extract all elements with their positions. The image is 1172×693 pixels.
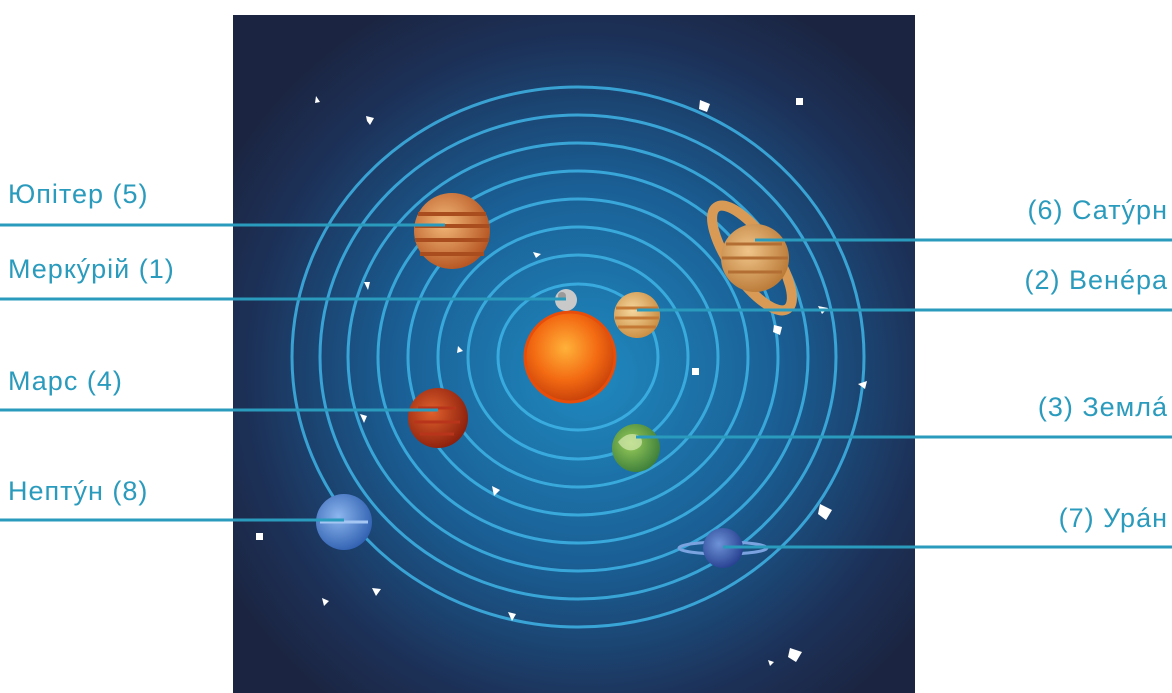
leader-lines: [0, 223, 1172, 549]
label-earth: (3) Землá: [1037, 392, 1168, 422]
venus-planet: [614, 292, 660, 338]
label-jupiter: Юпітер (5): [8, 179, 149, 209]
earth-planet: [612, 424, 660, 472]
jupiter-planet: [414, 193, 490, 269]
label-saturn: (6) Сатýрн: [1027, 195, 1168, 225]
orbits: [290, 85, 866, 629]
label-uranus: (7) Урáн: [1058, 503, 1168, 533]
neptune-planet: [316, 494, 372, 550]
label-venus: (2) Венéра: [1024, 265, 1168, 295]
stars: [256, 96, 867, 666]
label-mercury: Меркýрій (1): [8, 254, 175, 284]
label-mars: Марс (4): [8, 366, 123, 396]
mars-planet: [408, 388, 468, 448]
sun: [523, 310, 617, 404]
label-neptune: Нептýн (8): [8, 476, 149, 506]
